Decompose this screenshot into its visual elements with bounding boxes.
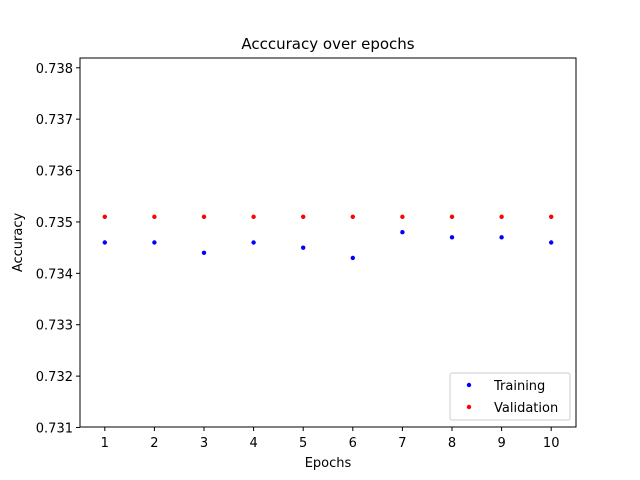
x-tick-label: 6 (349, 436, 357, 451)
training-point (449, 235, 455, 240)
y-axis: 0.731 0.732 0.733 0.734 0.735 0.736 0.737 0.738 (36, 62, 80, 437)
x-tick-label: 10 (543, 436, 560, 451)
legend-marker-training (466, 382, 472, 388)
y-tick-label: 0.732 (36, 370, 73, 385)
validation-point (449, 214, 455, 220)
training-point (152, 240, 157, 245)
x-tick-label: 3 (200, 436, 208, 451)
training-point (102, 240, 108, 245)
legend-label-training: Training (493, 379, 545, 394)
validation-point (301, 214, 306, 220)
validation-point (201, 214, 207, 220)
y-tick-label: 0.738 (36, 62, 73, 77)
chart-title: Acccuracy over epochs (241, 35, 414, 53)
x-tick-label: 5 (299, 436, 307, 451)
training-point (549, 240, 554, 245)
plot-frame (79, 57, 577, 428)
legend-box (449, 372, 571, 421)
training-point (400, 230, 405, 235)
y-tick-label: 0.736 (36, 165, 73, 180)
legend: Training Validation (449, 372, 571, 421)
validation-point (549, 214, 554, 220)
x-tick-label: 2 (150, 436, 158, 451)
validation-point (102, 214, 108, 220)
y-tick-label: 0.733 (36, 319, 73, 334)
x-tick-label: 7 (398, 436, 406, 451)
training-point (251, 240, 256, 245)
y-tick-label: 0.735 (36, 216, 73, 231)
training-point (201, 250, 207, 255)
x-tick-label: 1 (101, 436, 109, 451)
validation-point (152, 214, 157, 220)
validation-point (350, 214, 355, 220)
training-point (301, 245, 306, 250)
data-points (102, 214, 554, 261)
legend-label-validation: Validation (494, 401, 558, 416)
plot-area: 0.731 0.732 0.733 0.734 0.735 0.736 0.737 0.738… (36, 57, 577, 451)
training-point (499, 235, 504, 240)
x-axis-label: Epochs (305, 456, 352, 471)
y-tick-label: 0.734 (36, 267, 73, 282)
legend-marker-validation (466, 404, 472, 410)
validation-point (499, 214, 504, 220)
x-axis: 1 2 3 4 5 6 7 8 9 10 (101, 427, 560, 451)
y-axis-label: Accuracy (11, 213, 26, 273)
validation-point (400, 214, 405, 220)
y-tick-label: 0.731 (36, 422, 73, 437)
x-tick-label: 9 (497, 436, 505, 451)
training-point (350, 255, 355, 261)
x-tick-label: 4 (249, 436, 257, 451)
validation-point (251, 214, 256, 220)
x-tick-label: 8 (448, 436, 456, 451)
y-tick-label: 0.737 (36, 113, 73, 128)
